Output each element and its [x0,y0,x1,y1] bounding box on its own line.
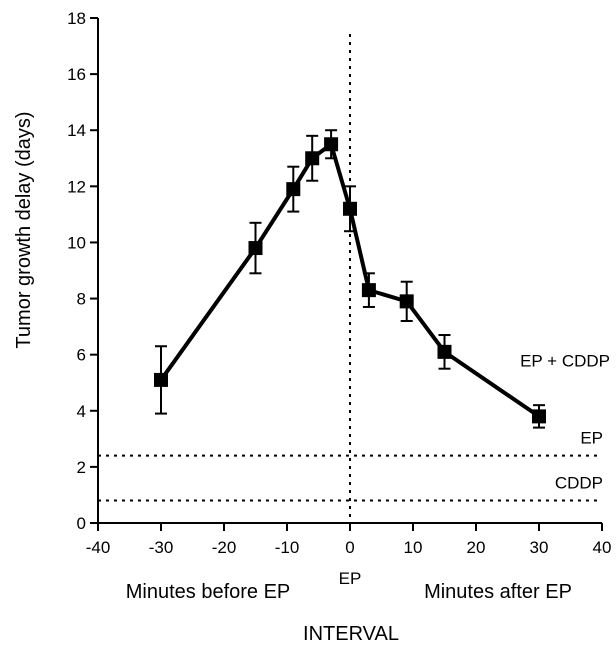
x-tick-label: 30 [530,538,549,557]
data-point [532,409,546,424]
data-point [437,344,452,359]
x-tick-label: 20 [467,538,486,557]
series-label: EP + CDDP [520,351,610,370]
y-tick-label: 0 [77,514,86,533]
y-tick-label: 12 [67,177,86,196]
annotation-minutes-before-ep: Minutes before EP [126,581,291,603]
y-tick-label: 10 [67,233,86,252]
data-point [399,294,414,309]
reference-label-vertical-ep: EP [339,569,362,588]
x-tick-label: -30 [149,538,174,557]
x-tick-label: -10 [275,538,300,557]
data-point [305,151,320,166]
annotation-minutes-after-ep: Minutes after EP [424,581,572,603]
data-point [324,137,339,152]
y-tick-label: 16 [67,65,86,84]
y-tick-label: 4 [77,402,86,421]
y-tick-label: 2 [77,458,86,477]
labels-layer: Tumor growth delay (days) INTERVAL Minut… [13,111,572,645]
data-point [286,182,301,197]
data-point [248,241,263,256]
x-tick-label: 40 [593,538,612,557]
plot-layer: 0 2 4 6 8 10 12 14 16 18 -40 -30 -20 -10 0 10 20 30 40 EP CD… [67,9,611,588]
y-tick-label: 14 [67,121,86,140]
y-tick-label: 8 [77,290,86,309]
reference-label-cddp: CDDP [555,474,603,493]
y-axis-label: Tumor growth delay (days) [13,111,35,348]
x-tick-label: 10 [404,538,423,557]
y-tick-label: 18 [67,9,86,28]
data-point [361,283,376,298]
reference-label-ep: EP [580,429,603,448]
series-line [159,142,541,419]
data-point [343,201,357,216]
x-tick-label: -20 [212,538,237,557]
x-axis-label: INTERVAL [303,623,399,645]
y-tick-label: 6 [77,346,86,365]
x-tick-label: 0 [345,538,354,557]
x-tick-label: -40 [86,538,111,557]
data-point [154,372,168,387]
